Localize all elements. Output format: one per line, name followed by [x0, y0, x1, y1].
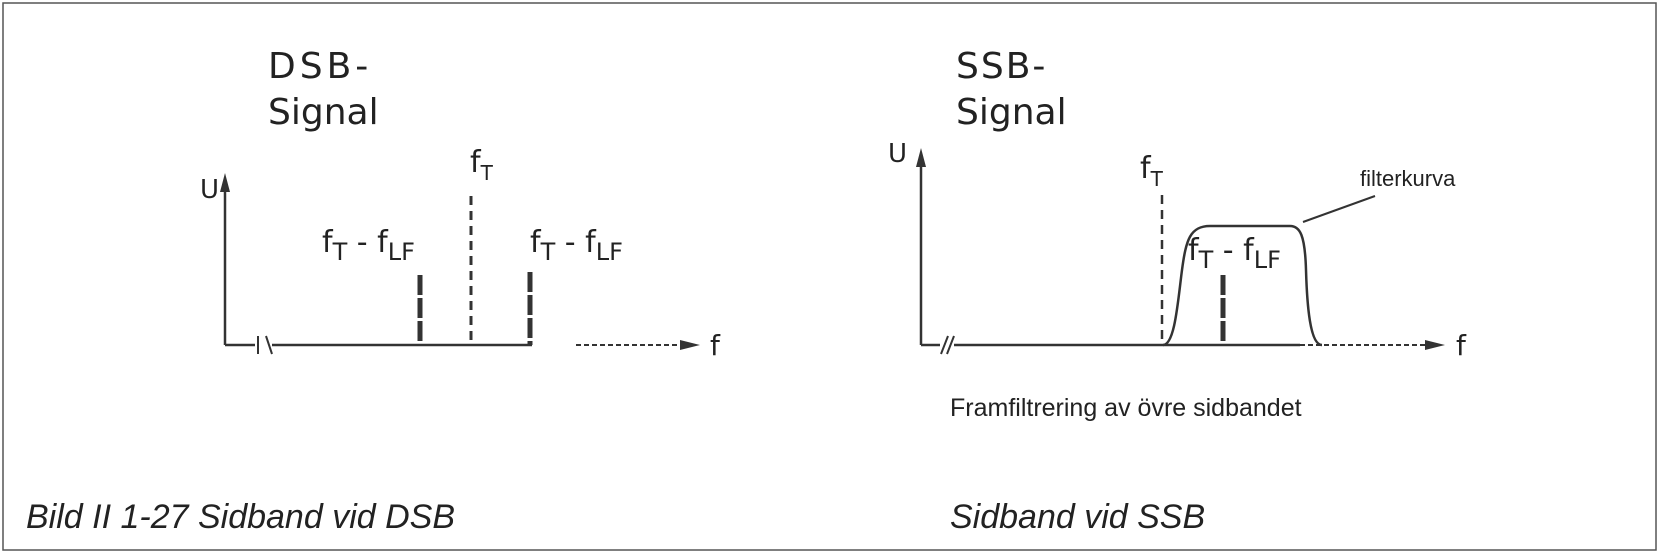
dsb-lower-sideband-label: fT - fLF: [322, 225, 415, 266]
dsb-upper-label-sub2: LF: [596, 238, 623, 266]
dsb-y-axis-arrow: [220, 173, 230, 192]
caption-left: Bild II 1-27 Sidband vid DSB: [26, 498, 455, 536]
ssb-axis-break-1: [940, 335, 949, 355]
dsb-y-axis-label: U: [200, 175, 219, 205]
ssb-title-line2: Signal: [956, 92, 1067, 133]
ssb-filter-curve: [1162, 224, 1323, 347]
ssb-carrier-label: fT: [1140, 151, 1164, 191]
dsb-lower-label-sub2: LF: [388, 238, 415, 266]
ssb-label-op: -: [1213, 233, 1243, 268]
ssb-axis-break-2: [946, 335, 955, 355]
dsb-carrier-label-sub: T: [480, 161, 494, 185]
dsb-lower-label-f1: f: [322, 225, 334, 260]
ssb-x-axis-label: f: [1456, 329, 1467, 362]
ssb-title-line1: SSB-: [956, 46, 1047, 87]
dsb-panel: DSB- Signal U f fT fT - fLF: [200, 46, 721, 362]
dsb-lower-label-sub1: T: [332, 238, 348, 266]
dsb-carrier-label-main: f: [470, 145, 482, 180]
ssb-label-f2: f: [1243, 233, 1255, 268]
dsb-upper-sideband-label: fT - fLF: [530, 225, 623, 266]
ssb-label-sub2: LF: [1254, 246, 1281, 274]
ssb-carrier-label-main: f: [1140, 151, 1152, 186]
dsb-axis-break-2: [265, 335, 273, 355]
dsb-upper-label-sub1: T: [540, 238, 556, 266]
dsb-lower-label-f2: f: [377, 225, 389, 260]
ssb-label-sub1: T: [1198, 246, 1214, 274]
dsb-upper-label-f2: f: [585, 225, 597, 260]
ssb-note: Framfiltrering av övre sidbandet: [950, 394, 1302, 422]
ssb-x-axis-arrow: [1425, 340, 1445, 350]
dsb-carrier-label: fT: [470, 145, 494, 185]
ssb-filter-label: filterkurva: [1360, 166, 1456, 191]
caption-right: Sidband vid SSB: [950, 498, 1205, 536]
ssb-carrier-label-sub: T: [1150, 167, 1164, 191]
dsb-x-axis-arrow: [680, 340, 700, 350]
dsb-x-axis-label: f: [710, 329, 721, 362]
ssb-panel: SSB- Signal U f fT fT - fLF: [888, 46, 1467, 422]
ssb-label-f1: f: [1188, 233, 1200, 268]
ssb-y-axis-label: U: [888, 139, 907, 169]
dsb-title-line2: Signal: [268, 92, 379, 133]
ssb-filter-leader: [1302, 195, 1376, 223]
dsb-lower-label-op: -: [347, 225, 377, 260]
dsb-upper-label-f1: f: [530, 225, 542, 260]
dsb-title-line1: DSB-: [268, 46, 372, 87]
dsb-upper-label-op: -: [555, 225, 585, 260]
ssb-sideband-label: fT - fLF: [1188, 233, 1281, 274]
ssb-y-axis-arrow: [916, 148, 926, 167]
